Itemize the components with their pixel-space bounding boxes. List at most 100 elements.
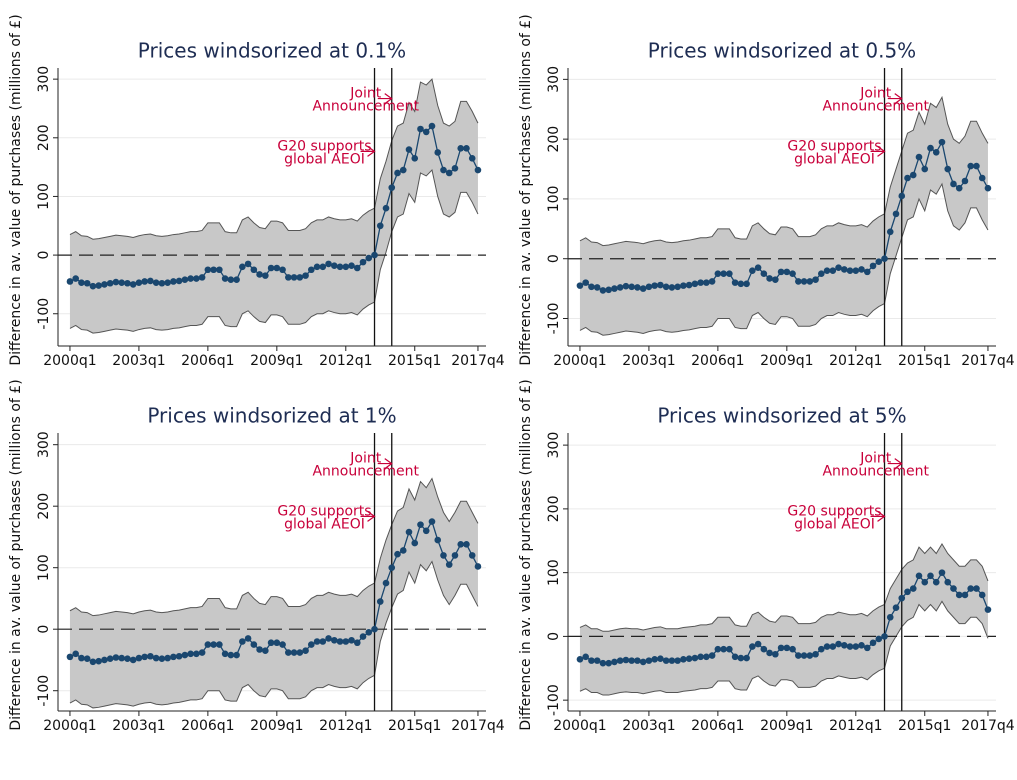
estimate-marker	[806, 278, 814, 285]
ci-lower	[69, 560, 479, 709]
estimate-marker	[588, 283, 595, 291]
estimate-marker	[823, 267, 831, 274]
estimate-marker	[634, 284, 641, 291]
estimate-marker	[463, 145, 470, 152]
estimate-marker	[668, 657, 676, 664]
estimate-marker	[582, 279, 589, 286]
estimate-marker	[846, 267, 854, 274]
ci-band	[69, 478, 478, 708]
estimate-marker	[599, 659, 607, 667]
estimate-marker	[749, 267, 756, 274]
estimate-marker	[973, 585, 980, 592]
estimate-marker	[422, 128, 430, 136]
estimate-marker	[175, 652, 183, 660]
estimate-marker	[141, 653, 148, 661]
estimate-marker	[651, 656, 658, 663]
estimate-marker	[915, 153, 923, 161]
estimate-marker	[210, 641, 217, 648]
estimate-marker	[394, 550, 401, 558]
ci-upper	[69, 78, 479, 240]
estimate-marker	[685, 655, 693, 663]
estimate-marker	[445, 561, 453, 568]
event-label: global AEOI	[284, 151, 365, 167]
estimate-marker	[244, 635, 252, 642]
estimate-marker	[273, 264, 281, 272]
estimate-marker	[457, 145, 465, 152]
estimate-marker	[616, 657, 624, 664]
estimate-marker	[812, 650, 819, 658]
estimate-marker	[904, 174, 911, 182]
estimate-marker	[708, 652, 716, 659]
estimate-marker	[330, 262, 338, 269]
estimate-marker	[198, 274, 206, 281]
y-axis-label: Difference in av. value of purchases (mi…	[8, 14, 24, 365]
chart-title: Prices windsorized at 1%	[147, 404, 396, 428]
estimate-marker	[863, 644, 871, 652]
estimate-marker	[135, 654, 143, 662]
estimate-marker	[434, 536, 442, 544]
estimate-marker	[886, 228, 894, 236]
estimate-marker	[766, 275, 773, 282]
estimate-marker	[806, 652, 814, 659]
event-label: Announcement	[822, 99, 929, 115]
estimate-marker	[279, 266, 286, 274]
estimate-marker	[858, 642, 865, 649]
x-tick-label: 2003q1	[622, 718, 675, 734]
estimate-marker	[622, 282, 630, 290]
y-tick-label: 300	[546, 432, 562, 459]
estimate-marker	[83, 279, 91, 287]
event-arrow	[887, 458, 903, 470]
estimate-marker	[382, 204, 390, 212]
y-axis-label: Difference in av. value of purchases (mi…	[8, 379, 24, 730]
event-label: Announcement	[822, 464, 929, 480]
estimate-marker	[691, 280, 699, 288]
estimate-marker	[662, 657, 670, 664]
estimate-marker	[812, 276, 819, 283]
estimate-marker	[852, 643, 860, 650]
estimate-marker	[95, 282, 102, 289]
estimate-marker	[697, 279, 704, 286]
estimate-marker	[731, 279, 739, 286]
estimate-marker	[89, 658, 97, 666]
estimate-marker	[434, 149, 442, 156]
estimate-marker	[164, 654, 171, 662]
estimate-marker	[697, 653, 704, 661]
x-tick-label: 2006q1	[181, 353, 234, 369]
estimate-marker	[158, 655, 166, 663]
x-tick-label: 2012q1	[829, 353, 882, 369]
event-label: Announcement	[312, 99, 419, 115]
estimate-marker	[875, 635, 883, 643]
event-arrow	[377, 93, 393, 105]
estimate-marker	[118, 279, 125, 286]
estimate-marker	[302, 272, 309, 279]
ci-band	[69, 79, 478, 334]
ci-upper	[69, 477, 479, 617]
estimate-marker	[731, 653, 739, 661]
estimate-marker	[588, 657, 595, 664]
x-tick-label: 2006q1	[691, 718, 744, 734]
estimate-marker	[250, 641, 258, 648]
estimate-marker	[932, 578, 940, 586]
estimate-marker	[325, 260, 332, 268]
estimate-marker	[674, 657, 681, 664]
estimate-marker	[795, 278, 802, 285]
estimate-marker	[605, 659, 612, 667]
x-tick-label: 2015q1	[388, 718, 441, 734]
estimate-marker	[353, 264, 361, 272]
event-label: Announcement	[312, 464, 419, 480]
estimate-marker	[147, 277, 154, 285]
ci-lower	[579, 182, 989, 336]
estimate-marker	[411, 155, 419, 162]
estimate-marker	[78, 279, 85, 286]
estimate-marker	[840, 642, 848, 649]
estimate-marker	[296, 649, 304, 656]
y-tick-label: 300	[546, 66, 562, 93]
estimate-marker	[348, 636, 355, 644]
estimate-marker	[250, 266, 258, 274]
x-tick-label: 2012q1	[319, 353, 372, 369]
estimate-marker	[371, 625, 378, 633]
estimate-marker	[743, 654, 750, 662]
estimate-marker	[101, 656, 108, 664]
estimate-marker	[290, 274, 298, 281]
